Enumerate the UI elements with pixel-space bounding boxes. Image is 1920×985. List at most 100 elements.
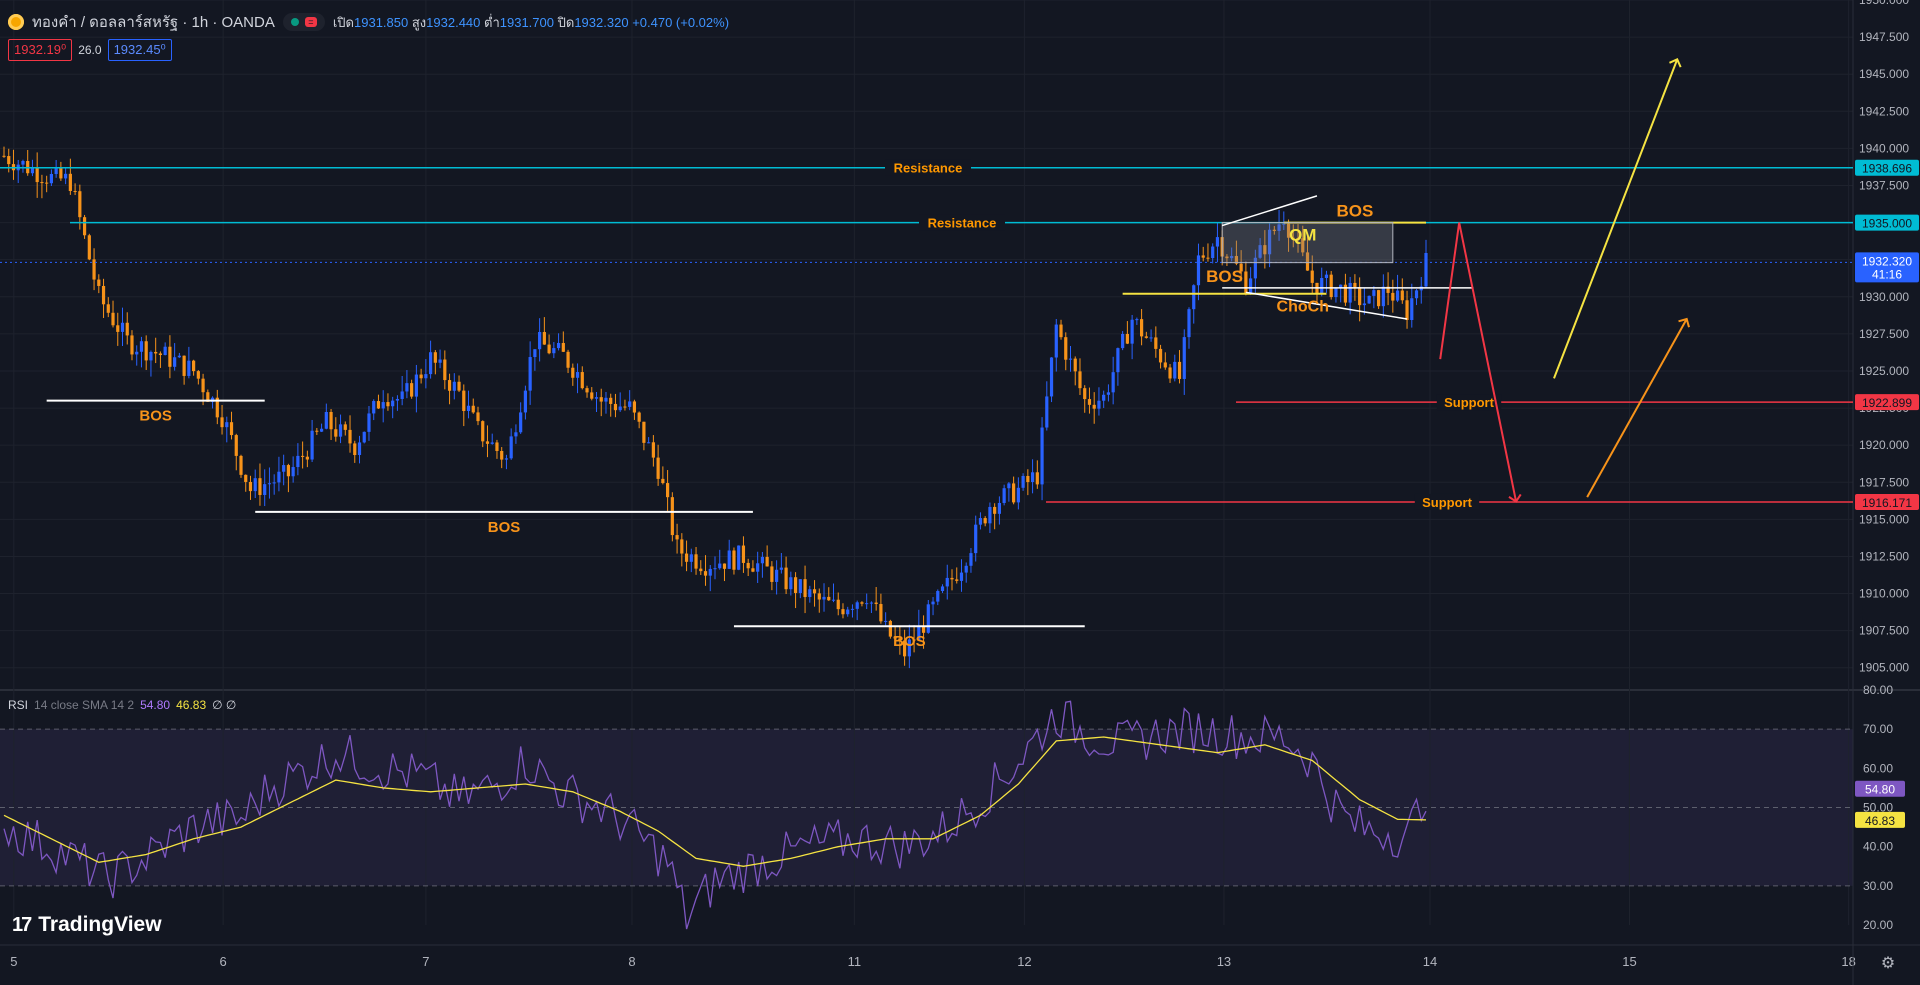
candle <box>481 420 485 448</box>
candle <box>926 600 930 634</box>
candle-body <box>637 412 641 422</box>
buy-button[interactable]: 1932.45⁰ <box>107 39 172 61</box>
candle <box>514 424 518 444</box>
candle-body <box>1353 282 1357 288</box>
candle-body <box>87 235 91 260</box>
candle-body <box>267 483 272 485</box>
candle-body <box>1424 252 1428 287</box>
candle-body <box>106 304 110 313</box>
candle-body <box>1049 357 1054 397</box>
candle <box>253 469 257 498</box>
y-tick-label: 1950.000 <box>1859 0 1909 7</box>
y-tick-label: 1915.000 <box>1859 512 1909 526</box>
candle <box>907 624 911 669</box>
gold-coin-icon <box>8 14 24 30</box>
candle <box>87 233 91 261</box>
settings-gear-icon[interactable]: ⚙ <box>1881 955 1895 972</box>
candle-body <box>855 602 859 609</box>
candle <box>130 330 134 361</box>
candle-body <box>305 456 309 460</box>
candle-body <box>959 572 964 581</box>
candle <box>1192 284 1196 324</box>
level-price-tag <box>1855 394 1919 411</box>
candle <box>1182 329 1186 395</box>
y-tick-label: 1905.000 <box>1859 661 1909 675</box>
candle <box>519 402 523 434</box>
candle <box>888 619 892 639</box>
sell-button[interactable]: 1932.19⁰ <box>8 39 73 61</box>
candle <box>187 346 191 379</box>
candle <box>424 359 428 389</box>
candle <box>609 393 613 417</box>
candle <box>1201 246 1205 262</box>
x-tick-label: 6 <box>220 954 227 969</box>
candle-body <box>476 412 480 422</box>
candle-body <box>1154 337 1158 349</box>
candle-body <box>528 357 532 391</box>
rsi-legend[interactable]: RSI 14 close SMA 14 2 54.80 46.83 ∅ ∅ <box>8 698 236 712</box>
candle <box>656 444 660 486</box>
candle <box>509 428 513 460</box>
market-status-toggle[interactable]: = <box>282 13 325 31</box>
candle <box>1026 469 1030 496</box>
candle-body <box>1116 348 1120 373</box>
candle-body <box>424 374 428 379</box>
candle-body <box>1196 255 1201 286</box>
candle <box>1045 381 1049 431</box>
last-price-value: 1932.320 <box>1862 254 1912 268</box>
candle-body <box>718 563 722 569</box>
candle <box>580 366 584 390</box>
candle <box>1144 331 1148 339</box>
candle-body <box>860 602 864 604</box>
candle-body <box>462 390 466 412</box>
candle <box>1267 223 1272 268</box>
candle-body <box>988 506 992 524</box>
candle-body <box>1391 292 1395 301</box>
candle-body <box>485 441 490 444</box>
candle <box>1230 247 1234 262</box>
candle <box>177 352 181 358</box>
choch-trendline <box>1245 291 1408 320</box>
candle-body <box>1291 237 1295 239</box>
candle-body <box>808 589 812 598</box>
candle-body <box>68 173 72 192</box>
candle-body <box>277 471 281 483</box>
candle-body <box>443 359 447 381</box>
symbol-title[interactable]: ทองคำ / ดอลลาร์สหรัฐ · 1h · OANDA <box>32 14 275 31</box>
candle <box>850 604 855 618</box>
candle-body <box>585 388 589 393</box>
candle <box>1263 230 1267 269</box>
candle <box>670 492 674 542</box>
candle <box>1007 482 1011 502</box>
candle-body <box>116 325 120 332</box>
level-price-tag-text: 1935.000 <box>1862 217 1912 231</box>
candle-body <box>381 402 385 409</box>
level-price-tag <box>1855 159 1919 176</box>
candle <box>917 609 921 641</box>
candle-body <box>746 562 750 569</box>
level-label: Resistance <box>894 161 963 176</box>
candle <box>1116 347 1120 386</box>
candle-body <box>1358 287 1362 306</box>
candle-body <box>263 484 267 495</box>
candle-body <box>206 392 210 402</box>
candle-body <box>1301 238 1305 253</box>
candle <box>1249 267 1253 296</box>
candle-body <box>229 422 234 436</box>
candle <box>244 474 248 492</box>
candle <box>613 393 618 418</box>
candle-body <box>405 383 409 392</box>
candle <box>699 560 703 576</box>
candle <box>955 567 959 584</box>
candle-body <box>1012 483 1016 503</box>
candle-body <box>680 539 684 554</box>
candle-body <box>751 568 755 572</box>
candle-body <box>35 167 39 183</box>
candle-body <box>737 545 741 570</box>
candle <box>410 379 414 399</box>
candle-body <box>40 182 44 184</box>
candle-body <box>196 371 200 379</box>
tradingview-logo[interactable]: 17 TradingView <box>12 913 162 937</box>
candle-body <box>1158 348 1163 363</box>
